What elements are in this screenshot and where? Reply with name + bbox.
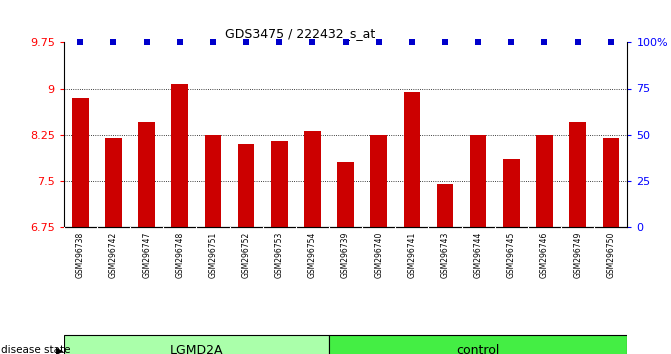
Point: [473, 40, 484, 45]
Point: [407, 40, 417, 45]
Bar: [536, 135, 553, 227]
Point: [605, 40, 616, 45]
Text: GSM296742: GSM296742: [109, 232, 118, 278]
Point: [506, 40, 517, 45]
Text: GSM296747: GSM296747: [142, 232, 151, 278]
Point: [108, 40, 119, 45]
Bar: [205, 135, 221, 227]
Bar: [437, 184, 454, 227]
Bar: [238, 144, 254, 227]
Text: GSM296749: GSM296749: [573, 232, 582, 278]
Point: [340, 40, 351, 45]
Text: GSM296750: GSM296750: [607, 232, 615, 278]
Point: [75, 40, 86, 45]
Bar: [370, 135, 387, 227]
Text: GSM296744: GSM296744: [474, 232, 482, 278]
Text: GSM296754: GSM296754: [308, 232, 317, 278]
Point: [241, 40, 252, 45]
Bar: [105, 138, 121, 227]
Title: GDS3475 / 222432_s_at: GDS3475 / 222432_s_at: [225, 27, 376, 40]
Text: GSM296745: GSM296745: [507, 232, 516, 278]
Bar: [603, 138, 619, 227]
FancyBboxPatch shape: [64, 335, 329, 354]
Text: LGMD2A: LGMD2A: [170, 344, 223, 354]
Point: [174, 40, 185, 45]
Text: GSM296751: GSM296751: [209, 232, 217, 278]
Bar: [72, 98, 89, 227]
Bar: [403, 92, 420, 227]
Point: [539, 40, 550, 45]
Text: GSM296743: GSM296743: [441, 232, 450, 278]
Bar: [470, 135, 486, 227]
Point: [274, 40, 285, 45]
Bar: [138, 122, 155, 227]
Text: GSM296753: GSM296753: [274, 232, 284, 278]
Text: GSM296748: GSM296748: [175, 232, 185, 278]
Text: GSM296746: GSM296746: [540, 232, 549, 278]
Text: GSM296740: GSM296740: [374, 232, 383, 278]
Point: [373, 40, 384, 45]
Text: GSM296738: GSM296738: [76, 232, 85, 278]
Point: [572, 40, 583, 45]
Bar: [172, 84, 188, 227]
Text: ▶: ▶: [56, 346, 63, 354]
Text: control: control: [456, 344, 500, 354]
Point: [440, 40, 450, 45]
Text: GSM296739: GSM296739: [341, 232, 350, 278]
Text: GSM296741: GSM296741: [407, 232, 417, 278]
Bar: [338, 162, 354, 227]
Text: disease state: disease state: [1, 346, 71, 354]
Point: [307, 40, 318, 45]
FancyBboxPatch shape: [329, 335, 627, 354]
Bar: [503, 159, 519, 227]
Bar: [304, 131, 321, 227]
Bar: [570, 122, 586, 227]
Text: GSM296752: GSM296752: [242, 232, 250, 278]
Bar: [271, 141, 288, 227]
Point: [142, 40, 152, 45]
Point: [207, 40, 218, 45]
